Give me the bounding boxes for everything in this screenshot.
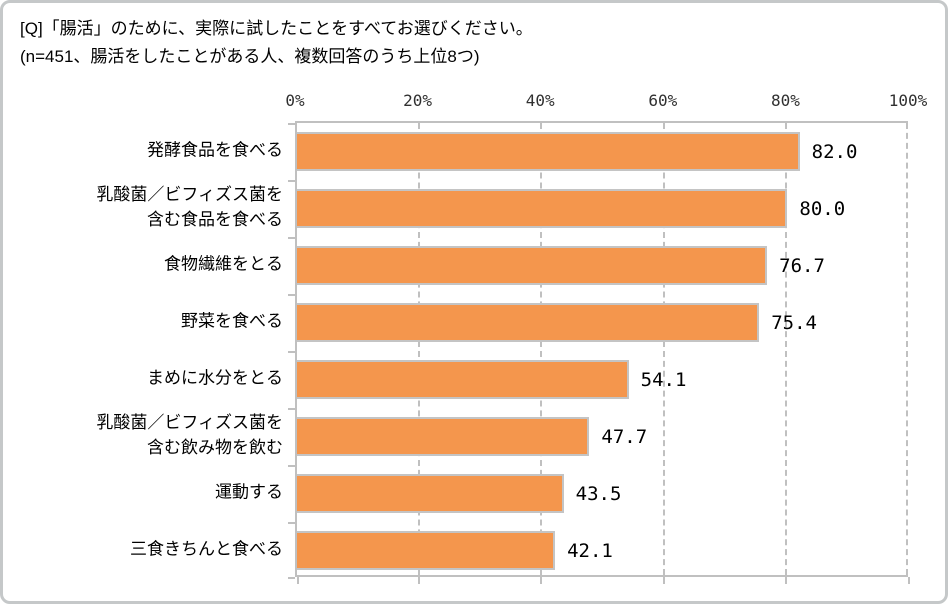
axis-tick xyxy=(288,408,295,410)
x-axis-labels: 0% 20% 40% 60% 80% 100% xyxy=(3,91,945,111)
gridline xyxy=(662,123,665,575)
bar xyxy=(297,189,788,228)
bar xyxy=(297,246,768,285)
bar xyxy=(297,303,760,342)
bar-value-label: 43.5 xyxy=(575,482,622,505)
bar-value-label: 75.4 xyxy=(771,311,817,334)
category-label: 三食きちんと食べる xyxy=(130,539,283,558)
axis-tick xyxy=(908,577,910,584)
axis-tick xyxy=(288,237,295,239)
category-labels: 発酵食品を食べる乳酸菌／ビフィズス菌を 含む食品を食べる食物繊維をとる野菜を食べ… xyxy=(3,121,287,577)
axis-tick xyxy=(288,294,295,296)
x-axis-tick-label: 40% xyxy=(525,91,555,110)
category-label: まめに水分をとる xyxy=(147,368,283,387)
gridline xyxy=(540,123,543,575)
chart-title-line1: [Q]「腸活」のために、実際に試したことをすべてお選びください。 xyxy=(20,19,533,38)
bar-value-label: 47.7 xyxy=(601,425,648,448)
bar xyxy=(297,360,629,399)
bar-value-label: 54.1 xyxy=(640,368,687,391)
axis-tick xyxy=(297,577,299,584)
category-label: 発酵食品を食べる xyxy=(147,140,283,159)
axis-tick xyxy=(288,577,295,579)
bar xyxy=(297,417,590,456)
axis-tick xyxy=(417,577,420,584)
axis-tick xyxy=(288,351,295,353)
bar xyxy=(297,474,564,513)
category-label: 運動する xyxy=(215,482,283,501)
category-label: 乳酸菌／ビフィズス菌を 含む飲み物を飲む xyxy=(96,412,283,457)
category-label: 野菜を食べる xyxy=(181,311,283,330)
axis-tick xyxy=(288,180,295,182)
bar-value-label: 42.1 xyxy=(567,539,613,562)
axis-tick xyxy=(540,577,543,584)
axis-tick xyxy=(288,522,295,524)
bar-value-label: 80.0 xyxy=(799,197,846,220)
x-axis-tick-label: 0% xyxy=(285,91,305,110)
x-axis-tick-label: 80% xyxy=(770,91,800,110)
gridline xyxy=(785,123,788,575)
axis-tick xyxy=(785,577,788,584)
category-label: 乳酸菌／ビフィズス菌を 含む食品を食べる xyxy=(96,184,283,229)
chart-title-line2: (n=451、腸活をしたことがある人、複数回答のうち上位8つ) xyxy=(20,47,480,66)
bar-value-label: 82.0 xyxy=(811,140,858,163)
axis-tick xyxy=(288,465,295,467)
bar-value-label: 76.7 xyxy=(779,254,825,277)
axis-tick xyxy=(662,577,665,584)
gridline xyxy=(906,123,908,575)
category-label: 食物繊維をとる xyxy=(164,254,283,273)
plot-area: 82.0 80.0 76.7 75.4 54.1 47.7 43.5 42.1 xyxy=(288,121,910,584)
x-axis-tick-label: 100% xyxy=(888,91,928,110)
x-axis-tick-label: 20% xyxy=(403,91,433,110)
axis-tick xyxy=(288,123,295,125)
x-axis-tick-label: 60% xyxy=(648,91,678,110)
gridline xyxy=(417,123,420,575)
bar xyxy=(297,132,800,171)
chart-title: [Q]「腸活」のために、実際に試したことをすべてお選びください。 (n=451、… xyxy=(20,15,533,71)
bar xyxy=(297,531,556,570)
